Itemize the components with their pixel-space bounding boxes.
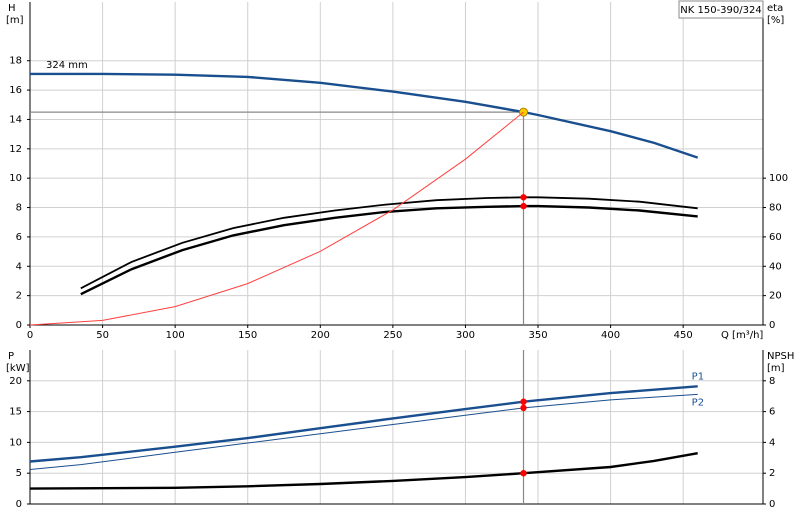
duty-marker — [520, 194, 527, 201]
x-tick-label: 150 — [238, 330, 257, 341]
y2-tick-label: 2 — [769, 468, 775, 479]
series-line — [80, 196, 698, 290]
series-line — [29, 111, 524, 326]
y2-tick-label: 8 — [769, 376, 775, 387]
y2-tick-label: 60 — [769, 232, 782, 243]
y2-tick-label: 0 — [769, 499, 775, 510]
series-line — [30, 72, 699, 159]
x-tick-label: 250 — [383, 330, 402, 341]
series-label: 324 mm — [46, 60, 88, 71]
y2-tick-label: 40 — [769, 261, 782, 272]
y-tick-label: 10 — [9, 437, 22, 448]
y-tick-label: 6 — [16, 232, 22, 243]
y2-axis-unit: [%] — [767, 15, 784, 26]
y2-axis-unit: [m] — [767, 363, 785, 374]
x-tick-label: 200 — [311, 330, 330, 341]
x-tick-label: 450 — [674, 330, 693, 341]
y-tick-label: 18 — [9, 56, 22, 67]
y-tick-label: 16 — [9, 85, 22, 96]
y-axis-unit: [kW] — [6, 363, 30, 374]
x-tick-label: 400 — [601, 330, 620, 341]
y-axis-unit: [m] — [6, 15, 24, 26]
y-tick-label: 20 — [9, 376, 22, 387]
y-tick-label: 0 — [16, 499, 22, 510]
y2-tick-label: 80 — [769, 203, 782, 214]
duty-marker — [520, 398, 527, 405]
y-axis-title: P — [8, 351, 14, 362]
y-tick-label: 4 — [16, 261, 22, 272]
x-tick-label: 50 — [96, 330, 109, 341]
series-label: P2 — [692, 397, 704, 408]
y2-axis-title: NPSH — [767, 351, 794, 362]
title-box — [678, 0, 764, 19]
y-tick-label: 0 — [16, 320, 22, 331]
y2-tick-label: 20 — [769, 291, 782, 302]
x-tick-label: 100 — [166, 330, 185, 341]
x-tick-label: 300 — [456, 330, 475, 341]
series-line — [29, 452, 698, 490]
duty-marker — [520, 202, 527, 210]
duty-marker — [520, 404, 527, 412]
y2-tick-label: 4 — [769, 437, 775, 448]
y2-axis-title: eta — [767, 3, 783, 14]
series-line — [29, 385, 698, 463]
y-tick-label: 14 — [9, 114, 22, 125]
y2-tick-label: 100 — [769, 173, 788, 184]
y-axis-title: H — [8, 3, 16, 14]
series-line — [29, 393, 698, 470]
series-line — [80, 204, 698, 296]
y2-tick-label: 6 — [769, 407, 775, 418]
y2-tick-label: 0 — [769, 320, 775, 331]
y-tick-label: 8 — [16, 203, 22, 214]
x-tick-label: 0 — [27, 330, 33, 341]
series-label: P1 — [692, 371, 704, 382]
y-tick-label: 10 — [9, 173, 22, 184]
y-tick-label: 12 — [9, 144, 22, 155]
y-tick-label: 15 — [9, 407, 22, 418]
x-tick-label: 350 — [528, 330, 547, 341]
x-axis-title: Q [m³/h] — [721, 330, 763, 341]
y-tick-label: 2 — [16, 291, 22, 302]
duty-marker — [520, 470, 527, 477]
y-tick-label: 5 — [16, 468, 22, 479]
chart-title: NK 150-390/324 — [680, 5, 761, 16]
